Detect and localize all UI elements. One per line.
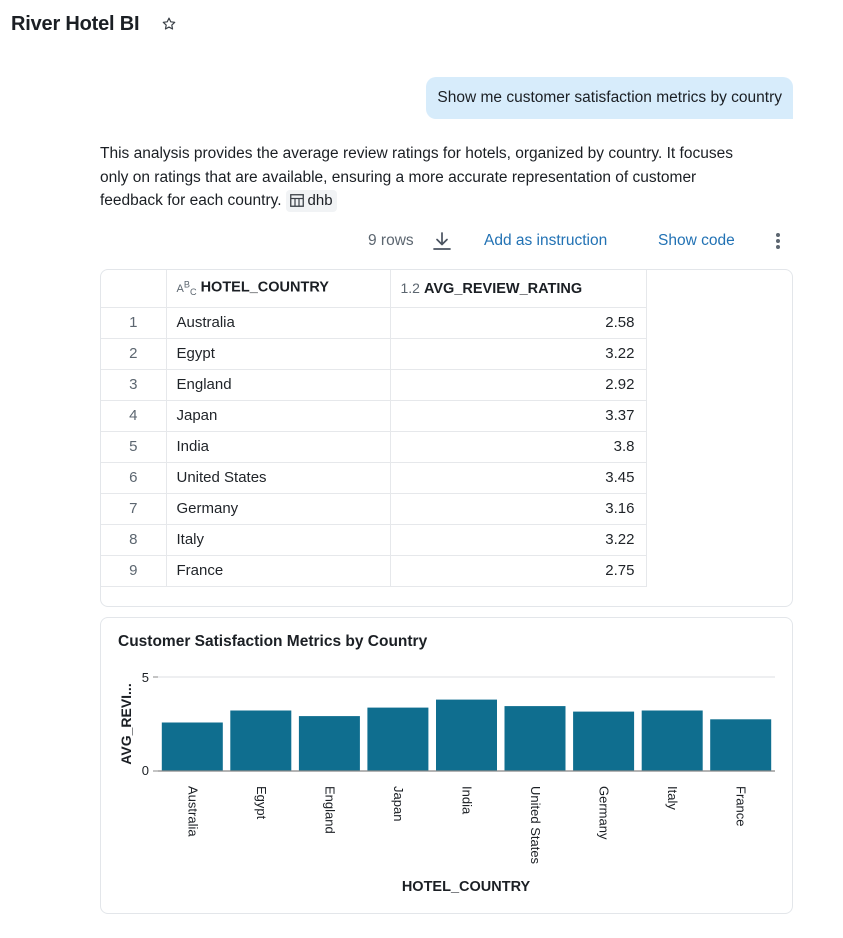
bar-india[interactable] — [436, 699, 497, 771]
table-header-row: ABC HOTEL_COUNTRY 1.2 AVG_REVIEW_RATING — [101, 270, 647, 308]
column-header-hotel-country[interactable]: ABC HOTEL_COUNTRY — [166, 270, 391, 308]
table-row: 8 Italy 3.22 — [101, 524, 647, 556]
row-index: 8 — [101, 524, 167, 556]
cell-hotel-country: Egypt — [166, 338, 391, 370]
row-index: 6 — [101, 462, 167, 494]
cell-hotel-country: Australia — [166, 307, 391, 339]
bar-germany[interactable] — [573, 711, 635, 771]
index-column-header — [101, 270, 167, 308]
page-title: River Hotel BI — [11, 12, 140, 35]
bar-england[interactable] — [298, 716, 360, 771]
table-row: 9 France 2.75 — [101, 555, 647, 587]
chart-title: Customer Satisfaction Metrics by Country — [118, 633, 428, 650]
table-row: 3 England 2.92 — [101, 369, 647, 401]
bar-egypt[interactable] — [230, 710, 292, 772]
result-toolbar: 9 rows Add as instruction Show code — [360, 228, 793, 254]
x-tick-label: France — [734, 786, 749, 826]
more-options-icon[interactable] — [773, 231, 783, 251]
bar-australia[interactable] — [161, 722, 223, 772]
x-tick-label: United States — [528, 786, 543, 865]
x-tick-label: Germany — [597, 786, 612, 840]
cell-avg-review-rating: 3.22 — [390, 338, 647, 370]
x-tick-label: Egypt — [254, 786, 269, 820]
decimal-type-icon: 1.2 — [400, 279, 420, 296]
cell-hotel-country: Japan — [166, 400, 391, 432]
cell-hotel-country: Germany — [166, 493, 391, 525]
x-tick-label: India — [460, 786, 475, 815]
row-index: 7 — [101, 493, 167, 525]
cell-hotel-country: United States — [166, 462, 391, 494]
table-chip-label: dhb — [307, 192, 333, 210]
download-icon[interactable] — [432, 231, 452, 251]
row-index: 2 — [101, 338, 167, 370]
cell-hotel-country: Italy — [166, 524, 391, 556]
rows-count: 9 rows — [368, 232, 414, 249]
row-index: 3 — [101, 369, 167, 401]
answer-text: This analysis provides the average revie… — [100, 145, 733, 209]
cell-avg-review-rating: 2.58 — [390, 307, 647, 339]
row-index: 1 — [101, 307, 167, 339]
string-type-icon: ABC — [176, 279, 197, 298]
chart-card: Customer Satisfaction Metrics by Country… — [100, 617, 793, 914]
answer-text-block: This analysis provides the average revie… — [100, 142, 760, 213]
x-tick-label: Japan — [391, 786, 406, 821]
bar-chart: 0 5 AVG_REVI... Australia Egypt England Jap… — [118, 670, 775, 895]
table-icon — [289, 194, 304, 208]
table-row: 4 Japan 3.37 — [101, 400, 647, 432]
column-label: AVG_REVIEW_RATING — [423, 280, 583, 297]
x-axis-label: HOTEL_COUNTRY — [402, 879, 531, 895]
star-icon[interactable] — [161, 16, 177, 32]
cell-avg-review-rating: 2.75 — [390, 555, 647, 587]
cell-hotel-country: England — [166, 369, 391, 401]
cell-avg-review-rating: 3.16 — [390, 493, 647, 525]
bar-italy[interactable] — [641, 710, 703, 772]
table-row: 2 Egypt 3.22 — [101, 338, 647, 370]
row-index: 5 — [101, 431, 167, 463]
cell-hotel-country: India — [166, 431, 391, 463]
table-row: 5 India 3.8 — [101, 431, 647, 463]
y-tick-label: 5 — [142, 670, 149, 685]
y-tick-label: 0 — [142, 763, 149, 778]
cell-avg-review-rating: 3.45 — [390, 462, 647, 494]
header: River Hotel BI — [11, 10, 177, 38]
row-index: 4 — [101, 400, 167, 432]
y-axis-label: AVG_REVI... — [118, 683, 134, 764]
column-header-avg-review-rating[interactable]: 1.2 AVG_REVIEW_RATING — [390, 270, 647, 308]
x-tick-label: England — [322, 786, 337, 834]
x-tick-label: Italy — [665, 786, 680, 810]
table-row: 1 Australia 2.58 — [101, 307, 647, 339]
cell-avg-review-rating: 3.8 — [390, 431, 647, 463]
bar-france[interactable] — [710, 719, 772, 771]
column-label: HOTEL_COUNTRY — [200, 279, 329, 296]
table-row: 7 Germany 3.16 — [101, 493, 647, 525]
cell-avg-review-rating: 3.22 — [390, 524, 647, 556]
row-index: 9 — [101, 555, 167, 587]
table-row: 6 United States 3.45 — [101, 462, 647, 494]
add-as-instruction-button[interactable]: Add as instruction — [484, 232, 608, 249]
bar-japan[interactable] — [367, 707, 429, 771]
x-tick-label: Australia — [185, 786, 200, 837]
table-reference-chip[interactable]: dhb — [285, 189, 337, 212]
bar-united-states[interactable] — [504, 706, 566, 771]
show-code-button[interactable]: Show code — [658, 232, 735, 249]
cell-avg-review-rating: 3.37 — [390, 400, 647, 432]
user-message-bubble: Show me customer satisfaction metrics by… — [426, 77, 793, 119]
cell-hotel-country: France — [166, 555, 391, 587]
cell-avg-review-rating: 2.92 — [390, 369, 647, 401]
